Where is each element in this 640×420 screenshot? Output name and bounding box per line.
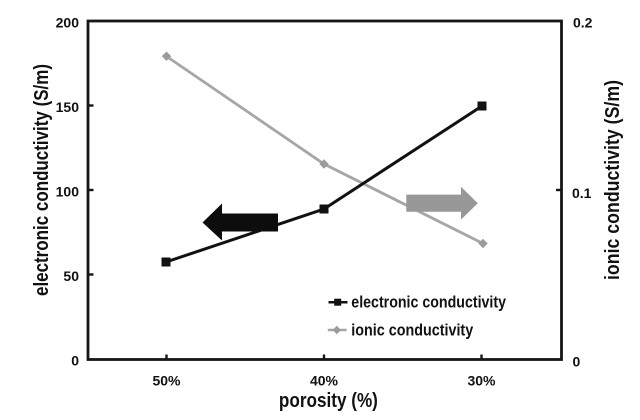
svg-text:electronic conductivity: electronic conductivity bbox=[351, 293, 506, 312]
svg-text:40%: 40% bbox=[310, 373, 339, 389]
svg-text:electronic conductivity (S/m): electronic conductivity (S/m) bbox=[31, 64, 53, 296]
svg-text:0.1: 0.1 bbox=[572, 185, 592, 201]
svg-text:ionic conductivity (S/m): ionic conductivity (S/m) bbox=[602, 80, 624, 280]
svg-text:50%: 50% bbox=[152, 373, 181, 389]
svg-text:0.2: 0.2 bbox=[573, 15, 593, 31]
svg-text:200: 200 bbox=[56, 15, 80, 31]
svg-text:porosity (%): porosity (%) bbox=[279, 390, 378, 412]
svg-text:0: 0 bbox=[71, 353, 79, 369]
svg-text:100: 100 bbox=[56, 184, 80, 200]
svg-text:150: 150 bbox=[56, 99, 80, 115]
svg-text:30%: 30% bbox=[467, 373, 496, 389]
svg-text:0: 0 bbox=[573, 354, 581, 370]
svg-text:ionic conductivity: ionic conductivity bbox=[351, 320, 473, 339]
svg-text:50: 50 bbox=[63, 268, 79, 284]
